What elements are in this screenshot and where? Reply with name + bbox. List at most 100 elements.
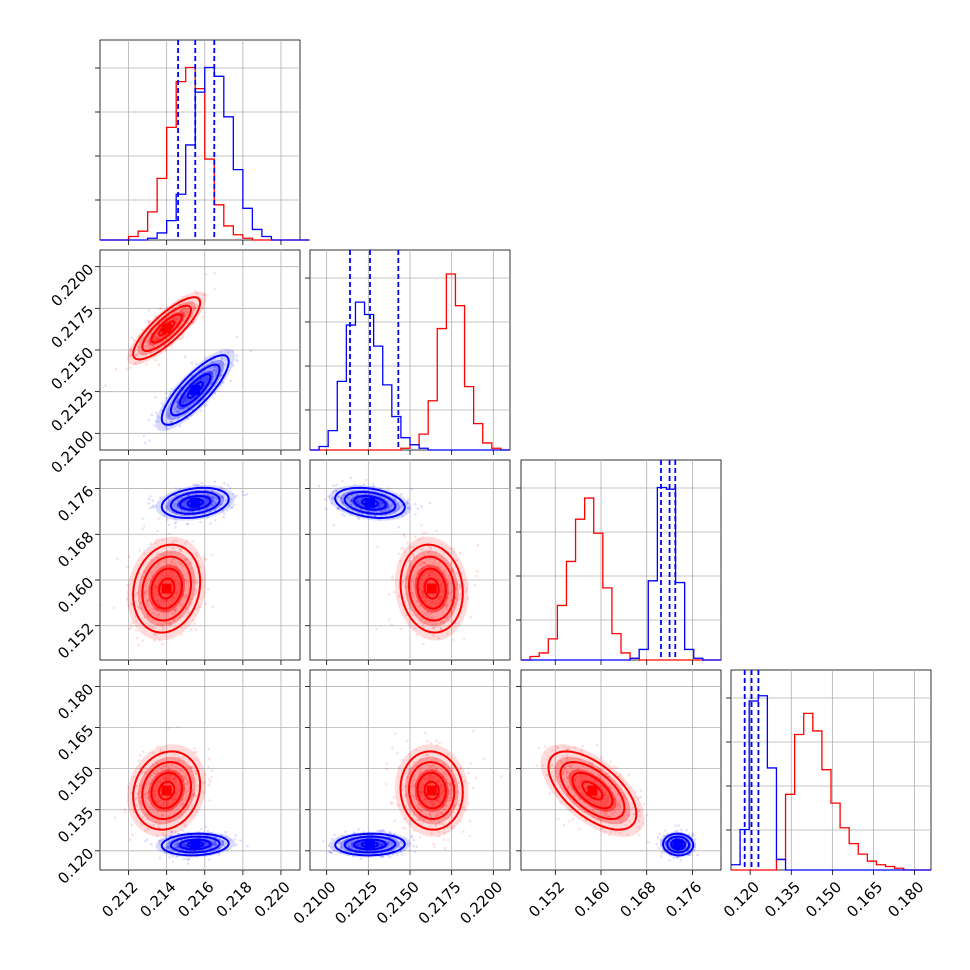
scatter-point <box>408 546 412 549</box>
scatter-point <box>155 585 158 588</box>
scatter-point <box>664 829 667 832</box>
scatter-point <box>177 616 181 620</box>
scatter-point <box>174 526 177 529</box>
scatter-point <box>193 483 197 487</box>
scatter-point <box>425 599 428 602</box>
scatter-point <box>600 755 603 759</box>
scatter-point <box>158 638 161 642</box>
scatter-point <box>438 811 442 814</box>
scatter-point <box>151 807 155 811</box>
scatter-point <box>569 765 572 768</box>
scatter-point <box>218 846 221 850</box>
scatter-point <box>431 804 434 808</box>
scatter-point <box>450 590 454 594</box>
scatter-point <box>598 767 601 771</box>
scatter-point <box>245 492 249 496</box>
scatter-point <box>149 342 152 346</box>
scatter-point <box>578 774 582 777</box>
scatter-point <box>139 801 143 805</box>
scatter-point <box>165 777 168 781</box>
scatter-point <box>182 786 186 790</box>
scatter-point <box>157 780 160 784</box>
scatter-point <box>141 527 144 531</box>
scatter-point <box>421 585 424 588</box>
scatter-point <box>349 498 352 501</box>
scatter-point <box>156 556 159 560</box>
scatter-point <box>431 803 435 807</box>
scatter-point <box>211 379 215 382</box>
scatter-point <box>566 770 569 773</box>
scatter-point <box>440 806 443 809</box>
scatter-point <box>613 810 616 813</box>
scatter-point <box>174 562 177 566</box>
scatter-point <box>451 567 454 571</box>
scatter-point <box>129 353 133 357</box>
scatter-point <box>171 558 175 561</box>
scatter-point <box>168 624 172 628</box>
scatter-point <box>174 766 178 769</box>
scatter-point <box>137 606 140 609</box>
scatter-point <box>190 628 193 631</box>
scatter-point <box>157 363 161 367</box>
scatter-point <box>435 767 439 771</box>
scatter-point <box>161 600 164 604</box>
scatter-point <box>356 844 359 847</box>
scatter-point <box>581 744 584 748</box>
scatter-point <box>178 581 181 584</box>
scatter-point <box>388 617 391 621</box>
scatter-point <box>680 828 683 832</box>
scatter-point <box>204 825 208 828</box>
scatter-point <box>343 514 346 518</box>
scatter-point <box>622 814 626 818</box>
scatter-point <box>551 764 555 767</box>
scatter-point <box>206 377 210 381</box>
scatter-point <box>422 642 425 646</box>
scatter-point <box>448 792 452 796</box>
scatter-point <box>148 439 151 442</box>
scatter-point <box>431 769 435 773</box>
y-tick-label: 0.2200 <box>48 260 98 310</box>
scatter-point <box>603 830 607 834</box>
scatter-point <box>126 583 129 587</box>
scatter-point <box>126 786 130 789</box>
scatter-point <box>152 751 155 755</box>
scatter-point <box>244 493 247 497</box>
scatter-point <box>203 556 206 559</box>
scatter-point <box>155 607 158 611</box>
scatter-point <box>685 828 688 832</box>
scatter-point <box>398 500 401 504</box>
scatter-point <box>565 757 569 760</box>
scatter-point <box>181 593 184 597</box>
scatter-point <box>204 293 208 297</box>
scatter-point <box>181 596 185 600</box>
scatter-point <box>156 771 160 774</box>
scatter-point <box>658 832 661 836</box>
scatter-point <box>457 781 461 785</box>
scatter-point <box>423 596 427 599</box>
scatter-point <box>205 403 208 407</box>
scatter-point <box>378 830 381 833</box>
scatter-point <box>156 585 159 589</box>
scatter-point <box>592 806 596 810</box>
scatter-point <box>623 794 626 798</box>
scatter-point <box>220 355 224 359</box>
scatter-point <box>620 778 624 781</box>
scatter-point <box>329 851 333 855</box>
scatter-point <box>386 504 390 508</box>
scatter-point <box>129 838 132 841</box>
scatter-point <box>324 498 327 501</box>
scatter-point <box>221 357 224 361</box>
scatter-point <box>428 573 432 576</box>
scatter-point <box>392 590 396 594</box>
scatter-point <box>397 594 401 598</box>
panel-2-2 <box>516 459 722 665</box>
scatter-point <box>439 583 443 587</box>
scatter-point <box>450 784 453 788</box>
scatter-point <box>474 574 478 578</box>
scatter-point <box>189 562 192 565</box>
scatter-point <box>349 476 353 480</box>
scatter-point <box>618 775 621 778</box>
scatter-point <box>419 805 422 809</box>
scatter-point <box>462 805 465 808</box>
scatter-point <box>176 400 179 403</box>
